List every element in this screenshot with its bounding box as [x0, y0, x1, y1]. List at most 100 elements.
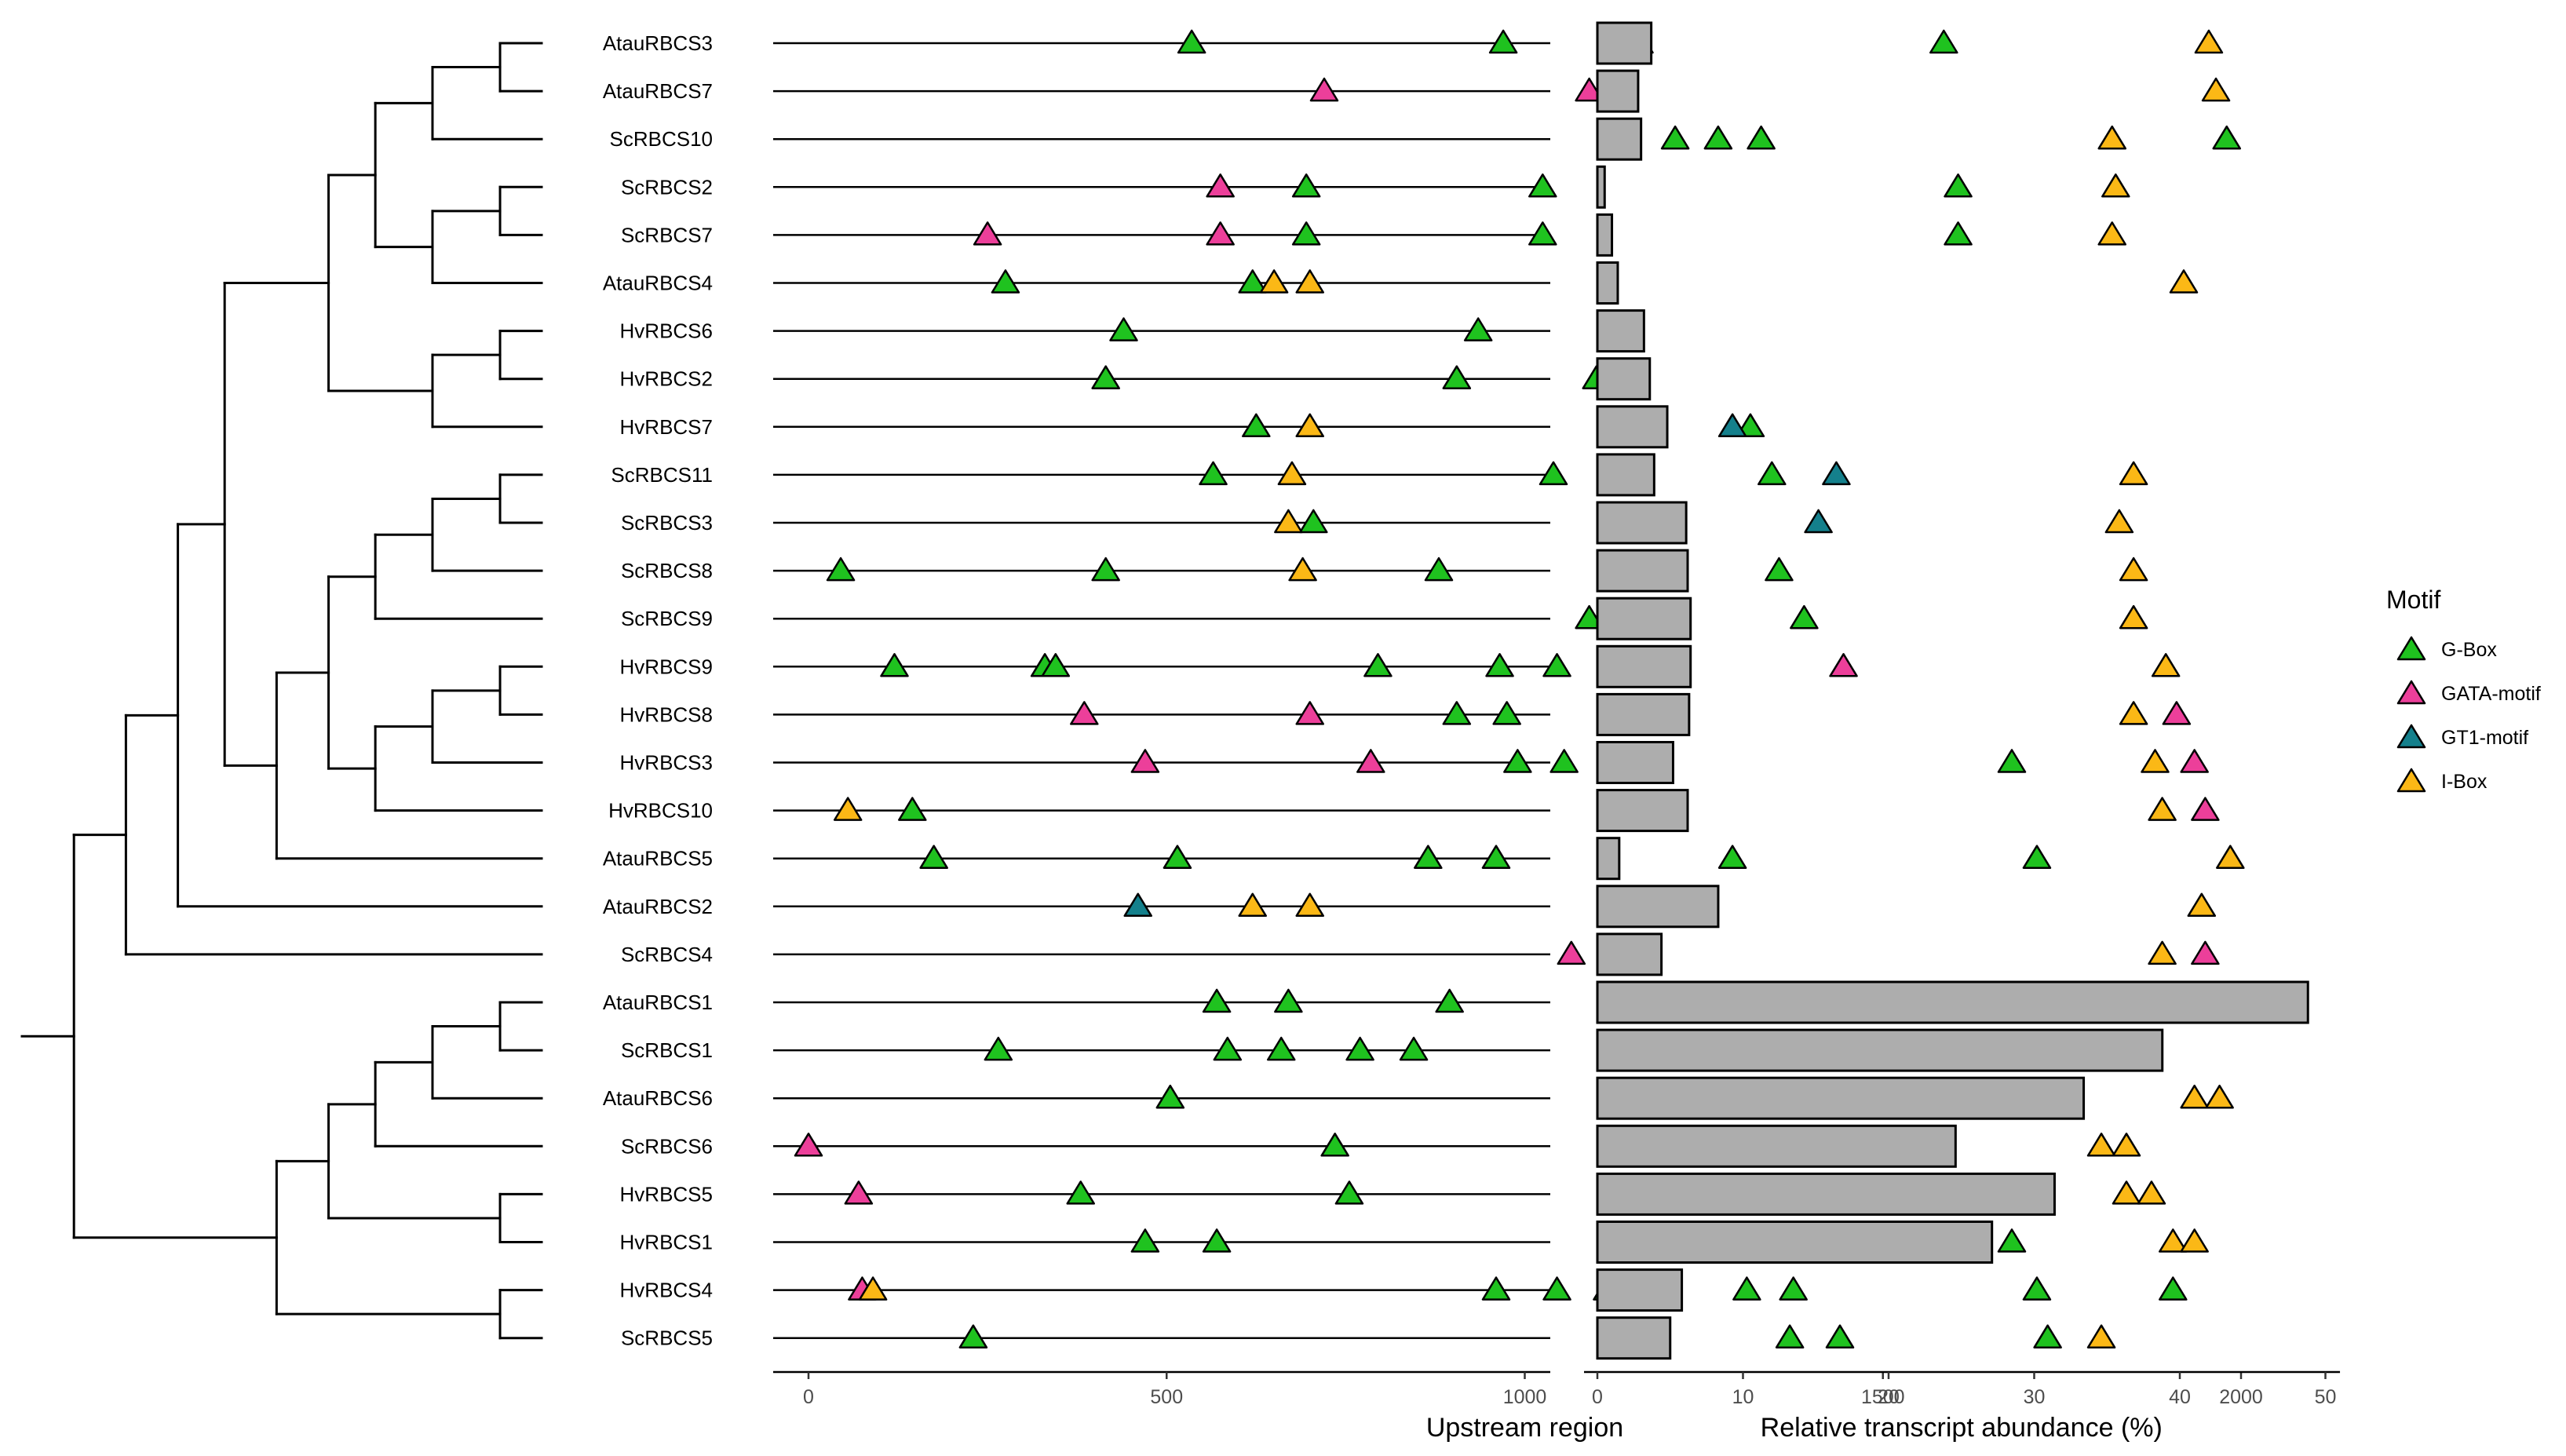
gene-label-ataurbcs7: AtauRBCS7	[603, 79, 713, 103]
motif-marker-g-box	[1213, 1036, 1243, 1061]
motif-marker-g-box	[1997, 1228, 2027, 1253]
legend-swatch-gata-motif	[2396, 680, 2426, 705]
motif-marker-g-box	[991, 269, 1020, 294]
motif-marker-g-box	[1130, 1228, 1160, 1253]
motif-marker-gata-motif	[2191, 797, 2220, 821]
motif-marker-g-box	[1041, 653, 1071, 677]
motif-marker-gata-motif	[1829, 653, 1858, 677]
motif-marker-g-box	[2159, 1276, 2188, 1301]
motif-marker-g-box	[1997, 749, 2027, 773]
legend-label-gt1-motif: GT1-motif	[2441, 727, 2528, 749]
gene-label-hvrbcs9: HvRBCS9	[620, 655, 713, 678]
motif-marker-i-box	[2119, 556, 2148, 582]
motif-marker-g-box	[898, 797, 927, 821]
motif-x-tick-label: 0	[803, 1386, 814, 1408]
motif-marker-g-box	[1435, 988, 1464, 1013]
motif-marker-g-box	[1414, 845, 1443, 869]
gene-label-scrbcs7: ScRBCS7	[621, 223, 713, 246]
abundance-bar-hvrbcs7	[1596, 405, 1669, 449]
motif-marker-i-box	[2104, 509, 2134, 534]
motif-marker-i-box	[2137, 1180, 2166, 1205]
motif-marker-g-box	[1267, 1036, 1296, 1061]
abundance-bar-hvrbcs4	[1596, 1268, 1684, 1312]
gene-label-scrbcs9: ScRBCS9	[621, 607, 713, 630]
motif-marker-gata-motif	[1575, 77, 1604, 102]
abundance-bar-ataurbcs6	[1596, 1076, 2086, 1120]
motif-marker-i-box	[1288, 556, 1317, 582]
abundance-bar-scrbcs9	[1596, 597, 1692, 640]
motif-marker-g-box	[1242, 413, 1271, 438]
gene-label-ataurbcs4: AtauRBCS4	[603, 272, 713, 295]
motif-marker-gata-motif	[2162, 701, 2192, 725]
motif-marker-g-box	[1091, 365, 1120, 389]
motif-marker-g-box	[1345, 1036, 1374, 1061]
abundance-bar-ataurbcs1	[1596, 980, 2309, 1024]
gene-label-scrbcs1: ScRBCS1	[621, 1038, 713, 1062]
gene-label-scrbcs5: ScRBCS5	[621, 1326, 713, 1350]
motif-marker-g-box	[880, 653, 909, 677]
abundance-bar-scrbcs7	[1596, 213, 1614, 257]
motif-marker-g-box	[1199, 461, 1228, 486]
legend-label-g-box: G-Box	[2441, 639, 2497, 661]
motif-marker-g-box	[1399, 1036, 1429, 1061]
motif-marker-i-box	[2216, 845, 2245, 869]
abundance-bar-hvrbcs2	[1596, 357, 1652, 401]
motif-x-tick-label: 2000	[2219, 1386, 2263, 1408]
motif-marker-gata-motif	[2191, 940, 2220, 965]
motif-marker-g-box	[1202, 988, 1232, 1013]
legend-label-i-box: I-Box	[2441, 771, 2488, 793]
abundance-bar-scrbcs4	[1596, 932, 1663, 976]
motif-marker-i-box	[2187, 892, 2217, 918]
motif-marker-g-box	[1066, 1180, 1095, 1205]
motif-marker-gata-motif	[973, 221, 1002, 246]
gene-label-hvrbcs3: HvRBCS3	[620, 751, 713, 775]
motif-marker-i-box	[2201, 77, 2231, 102]
motif-marker-g-box	[1542, 1276, 1571, 1301]
abundance-bar-scrbcs3	[1596, 501, 1688, 545]
motif-marker-g-box	[1177, 29, 1206, 54]
gene-label-scrbcs10: ScRBCS10	[610, 127, 714, 151]
motif-marker-gata-motif	[1295, 701, 1324, 725]
motif-marker-gt1-motif	[1717, 413, 1747, 438]
motif-marker-g-box	[2033, 1324, 2062, 1348]
motif-marker-g-box	[1291, 221, 1321, 246]
motif-marker-g-box	[1299, 509, 1328, 534]
motif-marker-i-box	[2148, 797, 2177, 821]
abundance-bar-scrbcs1	[1596, 1028, 2164, 1072]
axes: Upstream region Relative transcript abun…	[773, 1370, 2341, 1443]
legend-swatch-i-box	[2396, 768, 2426, 793]
motif-marker-i-box	[2194, 29, 2224, 54]
abundance-bar-scrbcs10	[1596, 117, 1643, 161]
motif-marker-g-box	[1747, 125, 1776, 150]
abundance-bar-hvrbcs1	[1596, 1221, 1994, 1264]
motif-marker-i-box	[2112, 1180, 2141, 1205]
abundance-bar-scrbcs8	[1596, 549, 1689, 593]
motif-marker-g-box	[1539, 461, 1568, 486]
abundance-bar-ataurbcs5	[1596, 837, 1621, 881]
gene-label-hvrbcs4: HvRBCS4	[620, 1279, 713, 1302]
phylogenetic-tree	[20, 42, 543, 1340]
motif-marker-g-box	[1717, 845, 1747, 869]
motif-marker-g-box	[1825, 1324, 1855, 1348]
motif-marker-g-box	[1155, 1084, 1185, 1109]
motif-marker-g-box	[1703, 125, 1733, 150]
motif-marker-gt1-motif	[1822, 461, 1851, 486]
motif-marker-g-box	[1732, 1276, 1761, 1301]
bar-x-tick-label: 50	[2315, 1386, 2337, 1408]
abundance-bar-scrbcs11	[1596, 453, 1655, 497]
motif-marker-g-box	[1944, 173, 1973, 198]
abundance-bar-ataurbcs4	[1596, 261, 1619, 305]
bar-x-axis-title: Relative transcript abundance (%)	[1761, 1413, 2163, 1443]
gene-label-scrbcs6: ScRBCS6	[621, 1134, 713, 1158]
motif-marker-g-box	[1929, 29, 1958, 54]
gene-label-hvrbcs8: HvRBCS8	[620, 702, 713, 726]
motif-marker-i-box	[2205, 1084, 2234, 1109]
motif-marker-gata-motif	[1206, 173, 1235, 198]
abundance-bar-scrbcs6	[1596, 1124, 1957, 1168]
gene-label-scrbcs11: ScRBCS11	[611, 463, 713, 487]
motif-marker-g-box	[1779, 1276, 1808, 1301]
motif-marker-i-box	[2180, 1228, 2209, 1253]
gene-label-ataurbcs3: AtauRBCS3	[603, 31, 713, 55]
bar-x-tick-label: 30	[2024, 1386, 2046, 1408]
motif-marker-g-box	[958, 1324, 988, 1348]
